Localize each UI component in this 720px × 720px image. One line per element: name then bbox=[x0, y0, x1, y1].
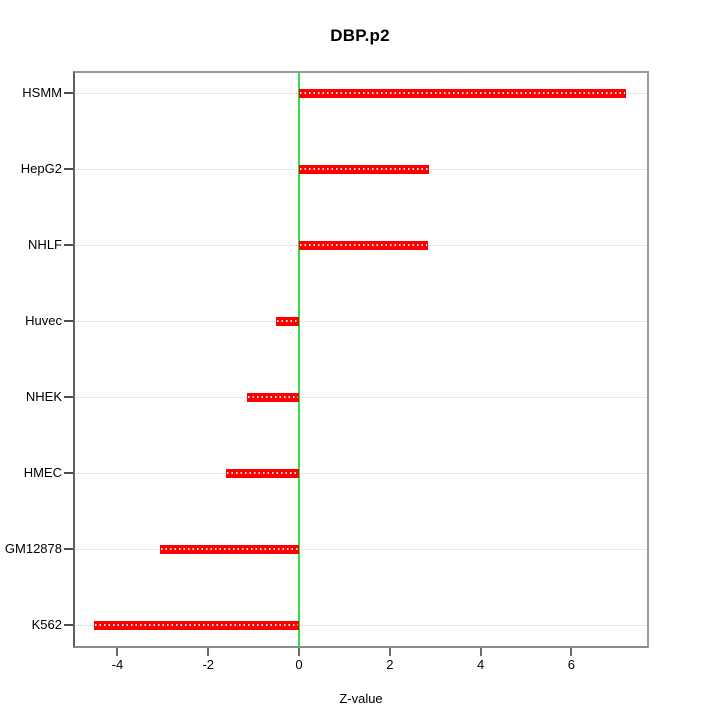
gridline bbox=[73, 396, 649, 398]
y-tick bbox=[64, 320, 73, 322]
chart-title: DBP.p2 bbox=[330, 26, 390, 45]
bar-dot-pattern bbox=[300, 244, 427, 246]
y-axis-label-nhek: NHEK bbox=[25, 389, 62, 404]
bar-hepg2 bbox=[299, 164, 429, 174]
y-tick bbox=[64, 624, 73, 626]
bar-dot-pattern bbox=[94, 624, 299, 626]
bar-nhlf bbox=[299, 240, 428, 250]
plot-area bbox=[64, 71, 649, 648]
x-tick bbox=[479, 648, 482, 656]
x-tick-label: -2 bbox=[202, 657, 215, 672]
gridline bbox=[73, 548, 649, 550]
bar-dot-pattern bbox=[226, 472, 299, 474]
x-tick-label: 0 bbox=[295, 657, 303, 672]
gridline bbox=[73, 624, 649, 626]
x-tick-label: 2 bbox=[386, 657, 394, 672]
x-tick bbox=[570, 648, 573, 656]
bar-dot-pattern bbox=[161, 548, 299, 550]
bar-nhek bbox=[246, 392, 300, 402]
gridline bbox=[73, 320, 649, 322]
x-tick bbox=[298, 648, 301, 656]
x-tick-label: 6 bbox=[567, 657, 575, 672]
y-axis-label-k562: K562 bbox=[31, 617, 62, 632]
bar-dot-pattern bbox=[276, 320, 299, 322]
plot-border bbox=[73, 71, 649, 648]
zero-line bbox=[298, 71, 301, 648]
y-tick bbox=[64, 396, 73, 398]
bar-dot-pattern bbox=[247, 396, 299, 398]
y-axis-label-hsmm: HSMM bbox=[22, 85, 62, 100]
bar-gm12878 bbox=[160, 544, 300, 554]
bar-huvec bbox=[275, 316, 300, 326]
x-tick bbox=[207, 648, 210, 656]
x-tick bbox=[388, 648, 391, 656]
x-tick bbox=[116, 648, 119, 656]
y-axis-label-hmec: HMEC bbox=[23, 465, 62, 480]
y-tick bbox=[64, 548, 73, 550]
gridline bbox=[73, 472, 649, 474]
bar-dot-pattern bbox=[300, 168, 428, 170]
y-tick bbox=[64, 472, 73, 474]
bar-dot-pattern bbox=[300, 92, 625, 94]
x-axis-label: Z-value bbox=[339, 691, 383, 706]
y-tick bbox=[64, 168, 73, 170]
bar-k562 bbox=[93, 620, 300, 630]
bar-hmec bbox=[225, 468, 300, 478]
x-tick-label: 4 bbox=[476, 657, 485, 672]
y-axis-label-nhlf: NHLF bbox=[28, 237, 62, 252]
y-axis-label-hepg2: HepG2 bbox=[20, 161, 62, 176]
y-axis-label-gm12878: GM12878 bbox=[4, 541, 62, 556]
y-tick bbox=[64, 92, 73, 94]
bar-hsmm bbox=[299, 88, 626, 98]
y-tick bbox=[64, 244, 73, 246]
x-tick-label: -4 bbox=[111, 657, 124, 672]
y-axis-label-huvec: Huvec bbox=[25, 313, 62, 328]
